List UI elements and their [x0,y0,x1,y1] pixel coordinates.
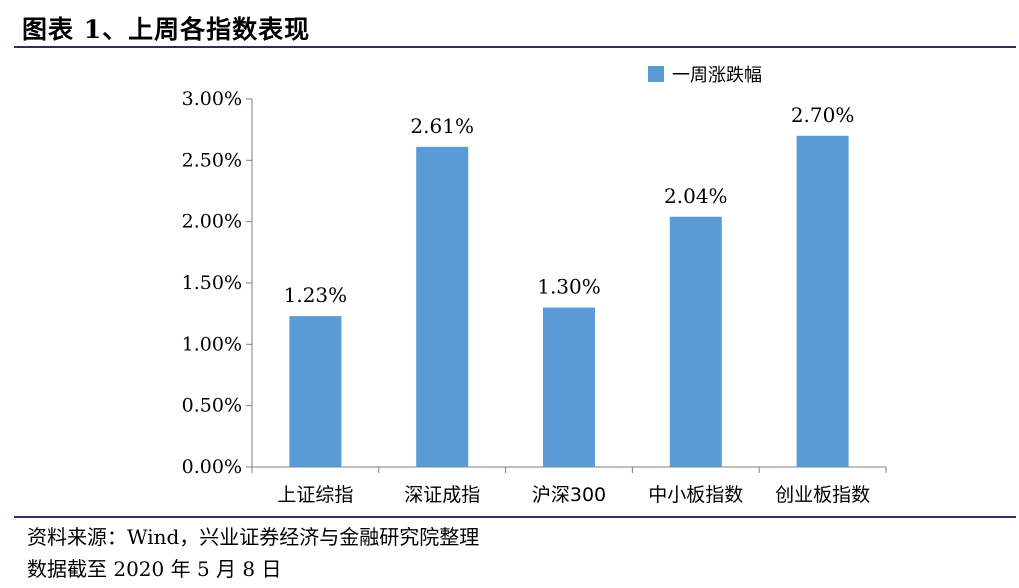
data-label: 2.70% [791,103,855,127]
y-tick-label: 1.00% [182,333,242,355]
source-rule [14,516,1016,518]
chart-legend: 一周涨跌幅 [648,61,762,87]
bar-chart: 0.00% 0.50% 1.00% 1.50% 2.00% 2.50% 3.00% 1.23%… [182,88,887,506]
source-note: 资料来源：Wind，兴业证券经济与金融研究院整理 [27,525,480,549]
data-label: 2.04% [664,184,728,208]
data-label: 2.61% [410,114,474,138]
bar [543,307,595,467]
data-label: 1.23% [284,283,348,307]
bar [416,146,469,467]
figure-title: 图表 1、上周各指数表现 [22,15,311,44]
legend-label: 一周涨跌幅 [672,65,762,86]
bar [669,216,722,467]
x-tick-label: 深证成指 [404,484,480,506]
bar [796,135,849,468]
y-tick-label: 0.50% [182,395,242,417]
legend-swatch [648,66,664,82]
y-tick-label: 2.00% [182,211,242,233]
title-rule [14,46,1016,48]
y-tick-label: 0.00% [182,456,242,478]
y-tick-label: 3.00% [182,88,242,110]
x-tick-label: 沪深300 [532,484,606,506]
x-tick-label: 上证综指 [277,484,353,506]
bar [289,316,342,467]
x-tick-label: 创业板指数 [775,484,870,506]
date-note: 数据截至 2020 年 5 月 8 日 [27,557,282,581]
data-label: 1.30% [537,275,601,299]
x-tick-label: 中小板指数 [648,484,743,506]
y-tick-label: 1.50% [182,272,242,294]
y-tick-label: 2.50% [182,149,242,171]
